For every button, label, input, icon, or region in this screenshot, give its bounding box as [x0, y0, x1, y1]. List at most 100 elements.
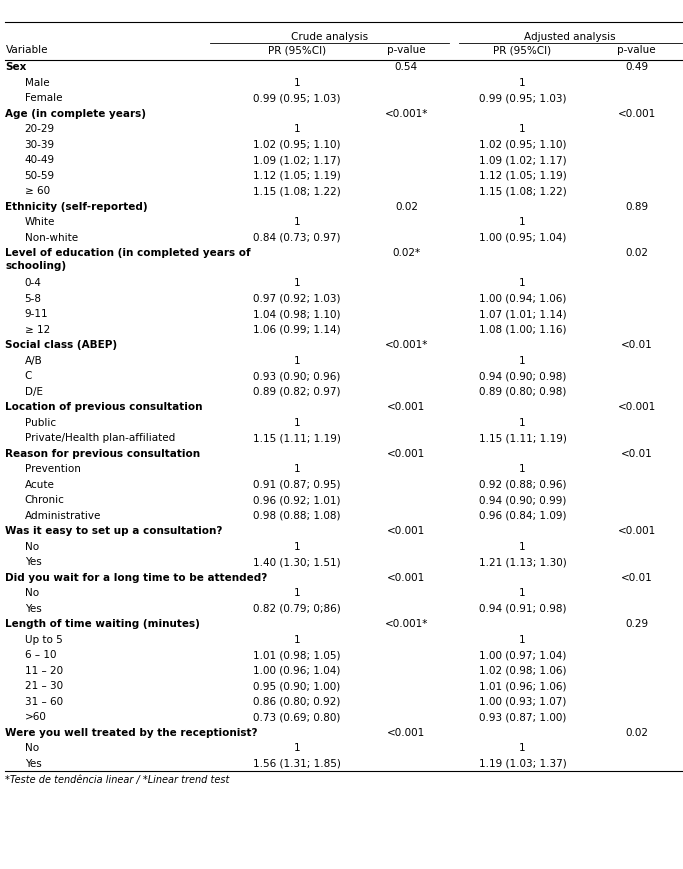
- Text: 0.96 (0.84; 1.09): 0.96 (0.84; 1.09): [479, 511, 566, 521]
- Text: D/E: D/E: [25, 387, 42, 397]
- Text: 0.89: 0.89: [625, 202, 648, 212]
- Text: <0.001*: <0.001*: [385, 341, 428, 350]
- Text: <0.001: <0.001: [617, 527, 656, 536]
- Text: 1: 1: [519, 744, 526, 753]
- Text: 5-8: 5-8: [25, 294, 42, 304]
- Text: Non-white: Non-white: [25, 233, 78, 242]
- Text: 1: 1: [519, 464, 526, 474]
- Text: 1: 1: [519, 635, 526, 645]
- Text: 1.02 (0.95; 1.10): 1.02 (0.95; 1.10): [479, 140, 566, 149]
- Text: 0.94 (0.90; 0.98): 0.94 (0.90; 0.98): [479, 371, 566, 381]
- Text: <0.01: <0.01: [621, 449, 652, 459]
- Text: Male: Male: [25, 77, 49, 88]
- Text: 30-39: 30-39: [25, 140, 55, 149]
- Text: 31 – 60: 31 – 60: [25, 697, 63, 707]
- Text: ≥ 60: ≥ 60: [25, 186, 50, 196]
- Text: 9-11: 9-11: [25, 309, 48, 320]
- Text: 0.97 (0.92; 1.03): 0.97 (0.92; 1.03): [253, 294, 341, 304]
- Text: 21 – 30: 21 – 30: [25, 681, 63, 692]
- Text: <0.001: <0.001: [387, 527, 426, 536]
- Text: Private/Health plan-affiliated: Private/Health plan-affiliated: [25, 434, 175, 443]
- Text: 0.54: 0.54: [395, 63, 418, 72]
- Text: Public: Public: [25, 418, 56, 428]
- Text: 6 – 10: 6 – 10: [25, 651, 56, 660]
- Text: 0.02*: 0.02*: [392, 249, 421, 258]
- Text: 1.56 (1.31; 1.85): 1.56 (1.31; 1.85): [253, 759, 341, 769]
- Text: >60: >60: [25, 713, 46, 722]
- Text: 1: 1: [519, 278, 526, 289]
- Text: <0.01: <0.01: [621, 573, 652, 583]
- Text: Ethnicity (self-reported): Ethnicity (self-reported): [5, 202, 148, 212]
- Text: Were you well treated by the receptionist?: Were you well treated by the receptionis…: [5, 728, 258, 738]
- Text: Yes: Yes: [25, 604, 42, 614]
- Text: <0.001: <0.001: [387, 402, 426, 413]
- Text: 1.02 (0.95; 1.10): 1.02 (0.95; 1.10): [253, 140, 341, 149]
- Text: 0.82 (0.79; 0;86): 0.82 (0.79; 0;86): [253, 604, 341, 614]
- Text: Crude analysis: Crude analysis: [292, 32, 368, 43]
- Text: PR (95%CI): PR (95%CI): [268, 45, 326, 56]
- Text: Reason for previous consultation: Reason for previous consultation: [5, 449, 201, 459]
- Text: Length of time waiting (minutes): Length of time waiting (minutes): [5, 620, 200, 629]
- Text: 0.96 (0.92; 1.01): 0.96 (0.92; 1.01): [253, 495, 341, 506]
- Text: 50-59: 50-59: [25, 170, 55, 181]
- Text: 0.89 (0.80; 0.98): 0.89 (0.80; 0.98): [479, 387, 566, 397]
- Text: p-value: p-value: [617, 45, 656, 56]
- Text: Acute: Acute: [25, 480, 55, 490]
- Text: 1: 1: [519, 418, 526, 428]
- Text: 1.09 (1.02; 1.17): 1.09 (1.02; 1.17): [479, 156, 566, 165]
- Text: C: C: [25, 371, 32, 381]
- Text: 1: 1: [519, 217, 526, 227]
- Text: 0.02: 0.02: [395, 202, 418, 212]
- Text: 1.00 (0.96; 1.04): 1.00 (0.96; 1.04): [253, 666, 341, 676]
- Text: Up to 5: Up to 5: [25, 635, 62, 645]
- Text: Yes: Yes: [25, 557, 42, 567]
- Text: 40-49: 40-49: [25, 156, 55, 165]
- Text: 1.07 (1.01; 1.14): 1.07 (1.01; 1.14): [479, 309, 566, 320]
- Text: 1: 1: [519, 542, 526, 552]
- Text: 1.00 (0.93; 1.07): 1.00 (0.93; 1.07): [479, 697, 566, 707]
- Text: 0.94 (0.91; 0.98): 0.94 (0.91; 0.98): [479, 604, 566, 614]
- Text: 0.86 (0.80; 0.92): 0.86 (0.80; 0.92): [253, 697, 341, 707]
- Text: Female: Female: [25, 93, 62, 103]
- Text: <0.001: <0.001: [617, 109, 656, 119]
- Text: Did you wait for a long time to be attended?: Did you wait for a long time to be atten…: [5, 573, 268, 583]
- Text: 1.00 (0.97; 1.04): 1.00 (0.97; 1.04): [479, 651, 566, 660]
- Text: Location of previous consultation: Location of previous consultation: [5, 402, 203, 413]
- Text: 0.84 (0.73; 0.97): 0.84 (0.73; 0.97): [253, 233, 341, 242]
- Text: 1: 1: [294, 217, 301, 227]
- Text: No: No: [25, 744, 39, 753]
- Text: 1: 1: [294, 278, 301, 289]
- Text: 1.04 (0.98; 1.10): 1.04 (0.98; 1.10): [253, 309, 341, 320]
- Text: 1: 1: [294, 464, 301, 474]
- Text: 1: 1: [294, 588, 301, 599]
- Text: Level of education (in completed years of: Level of education (in completed years o…: [5, 249, 251, 258]
- Text: 0.02: 0.02: [625, 249, 648, 258]
- Text: 0.99 (0.95; 1.03): 0.99 (0.95; 1.03): [253, 93, 341, 103]
- Text: Sex: Sex: [5, 63, 27, 72]
- Text: 11 – 20: 11 – 20: [25, 666, 63, 676]
- Text: Age (in complete years): Age (in complete years): [5, 109, 146, 119]
- Text: 1.21 (1.13; 1.30): 1.21 (1.13; 1.30): [479, 557, 566, 567]
- Text: 0.73 (0.69; 0.80): 0.73 (0.69; 0.80): [253, 713, 341, 722]
- Text: Variable: Variable: [5, 45, 48, 56]
- Text: 0.89 (0.82; 0.97): 0.89 (0.82; 0.97): [253, 387, 341, 397]
- Text: 1.40 (1.30; 1.51): 1.40 (1.30; 1.51): [253, 557, 341, 567]
- Text: 1.12 (1.05; 1.19): 1.12 (1.05; 1.19): [253, 170, 341, 181]
- Text: <0.001: <0.001: [387, 449, 426, 459]
- Text: 0.02: 0.02: [625, 728, 648, 738]
- Text: ≥ 12: ≥ 12: [25, 325, 50, 335]
- Text: 0.98 (0.88; 1.08): 0.98 (0.88; 1.08): [253, 511, 341, 521]
- Text: 1.06 (0.99; 1.14): 1.06 (0.99; 1.14): [253, 325, 341, 335]
- Text: Was it easy to set up a consultation?: Was it easy to set up a consultation?: [5, 527, 223, 536]
- Text: 0.93 (0.90; 0.96): 0.93 (0.90; 0.96): [253, 371, 341, 381]
- Text: White: White: [25, 217, 55, 227]
- Text: Chronic: Chronic: [25, 495, 64, 506]
- Text: 1: 1: [294, 418, 301, 428]
- Text: Social class (ABEP): Social class (ABEP): [5, 341, 117, 350]
- Text: 0.93 (0.87; 1.00): 0.93 (0.87; 1.00): [479, 713, 566, 722]
- Text: 1: 1: [294, 356, 301, 366]
- Text: 0.92 (0.88; 0.96): 0.92 (0.88; 0.96): [479, 480, 566, 490]
- Text: <0.001: <0.001: [387, 728, 426, 738]
- Text: Adjusted analysis: Adjusted analysis: [525, 32, 616, 43]
- Text: 1.15 (1.11; 1.19): 1.15 (1.11; 1.19): [253, 434, 341, 443]
